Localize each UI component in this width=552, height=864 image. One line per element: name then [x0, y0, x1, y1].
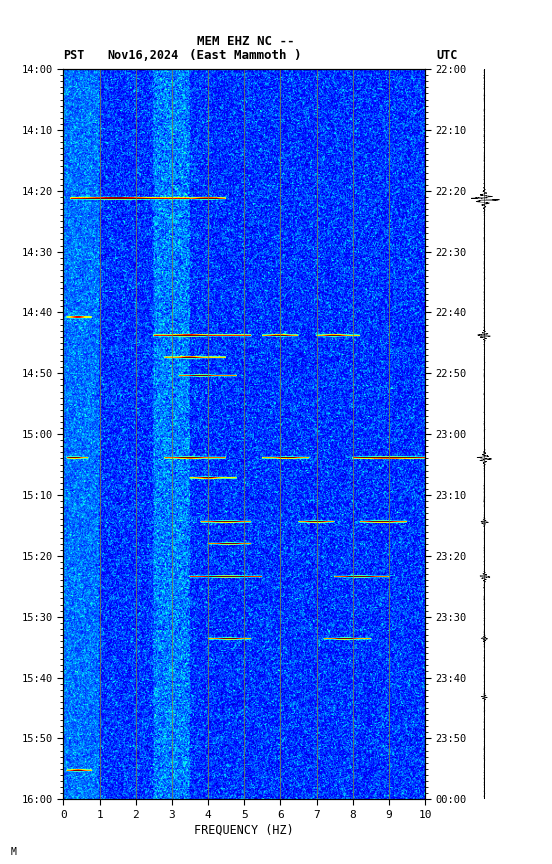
Text: (East Mammoth ): (East Mammoth ) — [189, 48, 302, 62]
Text: MEM EHZ NC --: MEM EHZ NC -- — [197, 35, 294, 48]
X-axis label: FREQUENCY (HZ): FREQUENCY (HZ) — [194, 823, 294, 836]
Text: M: M — [11, 848, 17, 857]
Text: PST: PST — [63, 48, 85, 62]
Text: Nov16,2024: Nov16,2024 — [108, 48, 179, 62]
Text: UTC: UTC — [436, 48, 458, 62]
